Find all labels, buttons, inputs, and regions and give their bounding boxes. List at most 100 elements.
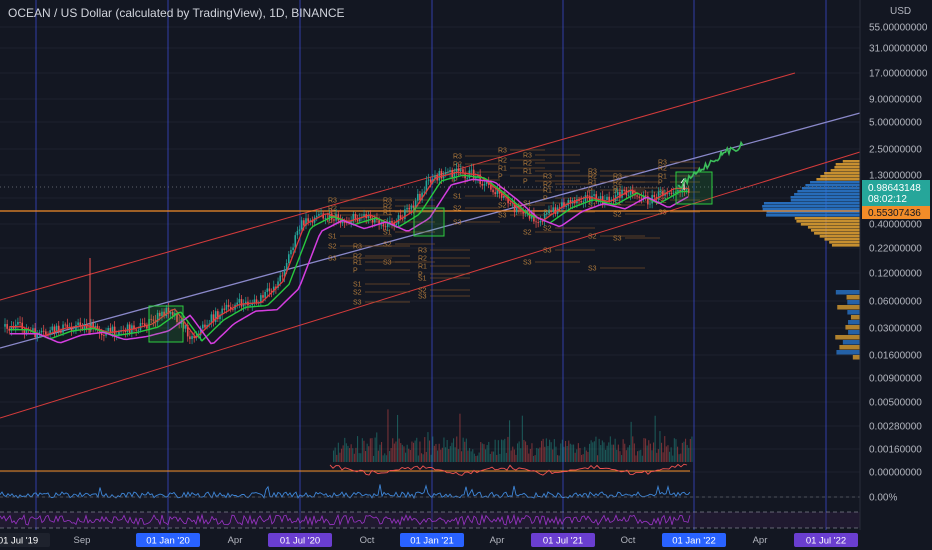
volume-bar bbox=[457, 449, 459, 462]
candle-body bbox=[503, 195, 505, 198]
volume-profile-bar bbox=[794, 193, 860, 196]
time-axis[interactable]: 01 Jul '19 Sep 01 Jan '20 Apr 01 Jul '20 Oct 0… bbox=[0, 530, 932, 550]
time-tick-label: Oct bbox=[621, 535, 636, 546]
candle-body bbox=[232, 309, 234, 310]
candle-body bbox=[25, 328, 28, 334]
candle-body bbox=[146, 325, 148, 329]
volume-bar bbox=[499, 453, 501, 462]
price-tick-label: 0.22000000 bbox=[869, 244, 922, 255]
volume-bar bbox=[445, 447, 447, 462]
pivot-label: S3 bbox=[658, 210, 667, 217]
volume-bar bbox=[584, 446, 586, 462]
candle-body bbox=[419, 193, 421, 201]
candle-body bbox=[311, 220, 314, 223]
candle-body bbox=[51, 326, 54, 331]
candle-body bbox=[169, 312, 172, 314]
candle-body bbox=[10, 326, 13, 331]
volume-profile-bar bbox=[824, 238, 860, 241]
time-tick-badge bbox=[0, 533, 50, 547]
volume-bar bbox=[512, 446, 514, 462]
candle-body bbox=[393, 222, 395, 226]
volume-bar bbox=[427, 432, 429, 462]
candle-body bbox=[475, 177, 477, 179]
price-tick-label: 0.00280000 bbox=[869, 422, 922, 433]
candle-body bbox=[221, 308, 223, 315]
candle-body bbox=[55, 325, 58, 333]
volume-bar bbox=[577, 443, 579, 462]
volume-profile-bar bbox=[835, 290, 860, 295]
candle-body bbox=[109, 328, 112, 333]
time-tick-label: 01 Jan '21 bbox=[410, 536, 454, 547]
candle-body bbox=[563, 202, 565, 207]
volume-bar bbox=[630, 421, 632, 462]
volume-bar bbox=[566, 446, 568, 462]
volume-bar bbox=[454, 447, 456, 462]
price-tick-label: 9.00000000 bbox=[869, 95, 922, 106]
price-tick-label: 5.00000000 bbox=[869, 118, 922, 129]
pivot-label: S3 bbox=[353, 300, 362, 307]
volume-bar bbox=[688, 447, 690, 462]
price-tick-label: 17.00000000 bbox=[869, 69, 928, 80]
pivot-label: S2 bbox=[588, 234, 597, 241]
time-tick-label: Apr bbox=[753, 535, 768, 546]
candle-body bbox=[552, 207, 555, 212]
volume-bar bbox=[517, 443, 519, 462]
candle-body bbox=[537, 222, 539, 223]
candle-body bbox=[81, 327, 84, 329]
volume-bar bbox=[461, 451, 463, 462]
volume-bar bbox=[523, 439, 525, 462]
volume-bar bbox=[493, 451, 495, 462]
candle-body bbox=[23, 328, 26, 334]
volume-bar bbox=[531, 443, 533, 462]
volume-profile-bar bbox=[807, 226, 860, 229]
candle-body bbox=[401, 218, 404, 220]
price-tick-label: 31.00000000 bbox=[869, 44, 928, 55]
volume-bar bbox=[429, 440, 431, 462]
pivot-label: S1 bbox=[418, 276, 427, 283]
volume-bar bbox=[381, 441, 383, 462]
candle-body bbox=[60, 330, 62, 333]
candle-body bbox=[425, 180, 428, 192]
volume-bar bbox=[345, 443, 347, 462]
pivot-label: R2 bbox=[588, 174, 597, 181]
volume-bar bbox=[353, 453, 355, 462]
oscillator-panes bbox=[0, 463, 860, 529]
pivot-label: S3 bbox=[523, 260, 532, 267]
pivot-label: P bbox=[328, 220, 333, 227]
candle-body bbox=[485, 181, 488, 185]
volume-bar bbox=[341, 448, 343, 462]
candle-body bbox=[404, 209, 406, 219]
volume-bar bbox=[349, 448, 351, 462]
price-tick-label: 0.00900000 bbox=[869, 374, 922, 385]
volume-bar bbox=[513, 449, 515, 462]
volume-bar bbox=[509, 420, 511, 462]
candle-body bbox=[324, 218, 327, 220]
pivot-label: R2 bbox=[523, 161, 532, 168]
candle-body bbox=[629, 189, 632, 195]
volume-profile-bar bbox=[820, 175, 860, 178]
volume-bar bbox=[525, 441, 527, 462]
volume-bar bbox=[501, 439, 503, 462]
candle-body bbox=[410, 205, 413, 210]
pivot-label: P bbox=[543, 196, 548, 203]
candle-body bbox=[668, 192, 671, 194]
candle-body bbox=[264, 291, 266, 298]
volume-bar bbox=[582, 454, 584, 462]
macd-line bbox=[329, 463, 688, 476]
time-tick-badge bbox=[794, 533, 858, 547]
highlight-box bbox=[413, 207, 445, 237]
volume-bar bbox=[528, 453, 530, 462]
candle-body bbox=[374, 217, 376, 223]
volume-bar bbox=[459, 413, 461, 462]
candle-body bbox=[447, 172, 449, 173]
candle-body bbox=[627, 194, 630, 196]
volume-bar bbox=[593, 441, 595, 462]
volume-profile-bar bbox=[852, 355, 860, 360]
candle-body bbox=[212, 314, 215, 322]
volume-bar bbox=[355, 447, 357, 462]
candle-body bbox=[440, 170, 443, 179]
volume-bar bbox=[419, 441, 421, 462]
volume-bar bbox=[659, 431, 661, 462]
volume-bar bbox=[385, 455, 387, 462]
